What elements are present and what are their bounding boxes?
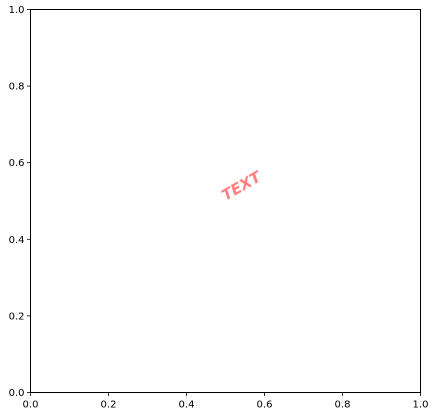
x-tick-label: 0.4 [179,400,195,411]
x-tick-label: 0.2 [101,400,117,411]
x-tick-label: 0.8 [335,400,351,411]
x-tick-label: 1.0 [413,400,429,411]
ticks: 0.0 0.2 0.4 0.6 0.8 1.0 0.0 0.2 0.4 0.6 0.8 1.0 [9,5,429,411]
y-tick-label: 0.4 [9,235,25,246]
y-tick-label: 0.6 [9,158,25,169]
y-tick-label: 1.0 [9,5,25,16]
plot-area [30,9,421,393]
y-tick-label: 0.2 [9,311,25,322]
x-tick-label: 0.0 [23,400,39,411]
x-tick-label: 0.6 [257,400,273,411]
y-tick-label: 0.0 [9,388,25,399]
plot-frame [30,9,421,393]
y-tick-label: 0.8 [9,82,25,93]
